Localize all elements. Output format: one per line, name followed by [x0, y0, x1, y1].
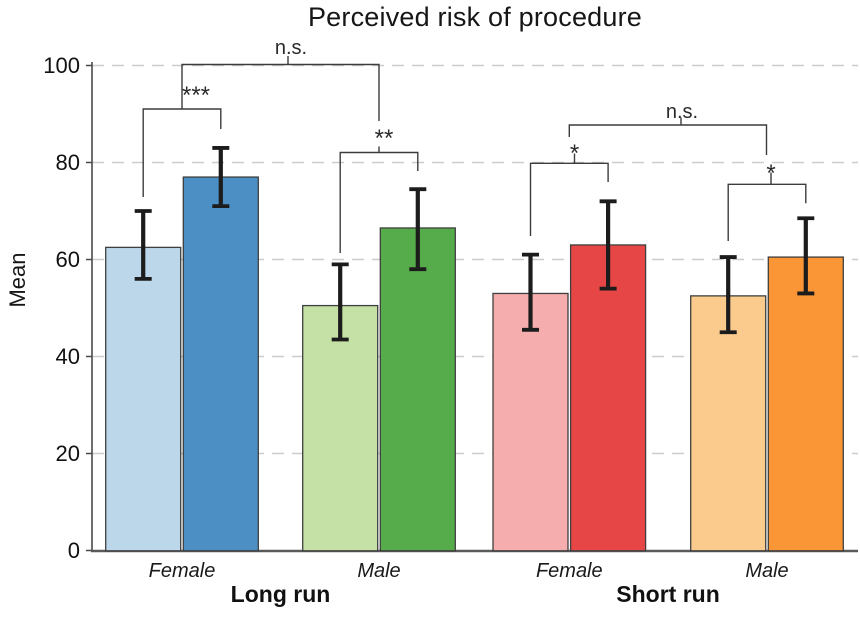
category-label: Male: [357, 560, 400, 582]
bar-light-red: [492, 292, 569, 552]
y-tick-label: 60: [56, 247, 80, 272]
significance-bracket: [529, 162, 609, 236]
bar-light-blue: [105, 246, 182, 552]
significance-label: **: [375, 125, 394, 152]
group-significance-bracket: [568, 124, 768, 155]
significance-label: *: [766, 160, 775, 187]
significance-label: ***: [182, 82, 210, 109]
group-significance-bracket: [181, 63, 380, 121]
group-label: Short run: [616, 581, 720, 607]
y-tick-label: 20: [56, 441, 80, 466]
y-tick-label: 40: [56, 344, 80, 369]
significance-label: *: [570, 140, 579, 167]
group-significance-label: n.s.: [666, 101, 698, 123]
bar-dark-red: [569, 244, 647, 552]
y-tick-label: 80: [56, 150, 80, 175]
significance-bracket: [727, 183, 807, 241]
chart-title: Perceived risk of procedure: [307, 2, 643, 32]
bar-dark-blue: [182, 176, 259, 552]
category-label: Female: [536, 560, 603, 582]
category-label: Male: [745, 560, 788, 582]
bar-dark-orange: [767, 256, 844, 552]
y-tick-label: 0: [68, 538, 80, 563]
category-label: Female: [149, 560, 216, 582]
y-tick-label: 100: [43, 53, 80, 78]
group-label: Long run: [231, 581, 331, 607]
bar-light-green: [302, 304, 379, 552]
bar-light-orange: [690, 295, 767, 552]
bar-dark-green: [379, 227, 456, 552]
group-significance-label: n.s.: [275, 37, 307, 59]
